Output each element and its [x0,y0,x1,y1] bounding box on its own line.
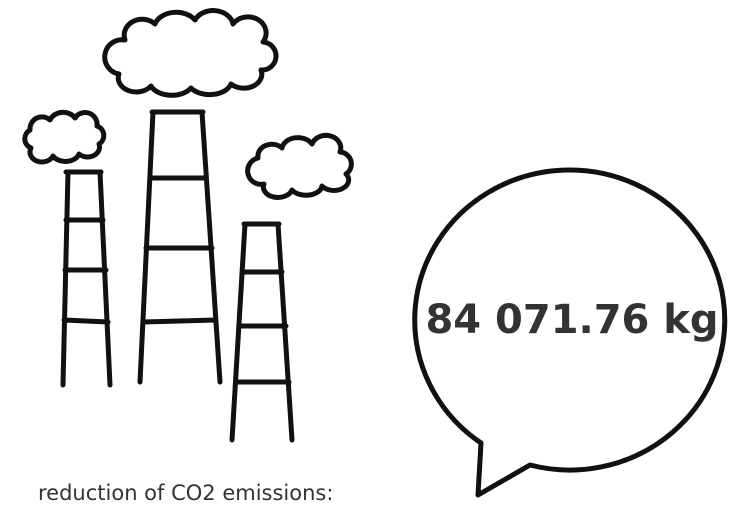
middle-chimney [140,112,220,382]
left-chimney [63,172,110,385]
caption: reduction of CO2 emissions: [38,481,333,505]
page: 84 071.76 kg reduction of CO2 emissions:… [0,0,743,511]
left-cloud [25,112,104,162]
right-cloud [248,135,352,197]
bubble-value: 84 071.76 kg [425,297,718,343]
top-cloud [105,11,276,96]
right-chimney [232,224,292,440]
illustration: 84 071.76 kg reduction of CO2 emissions: [0,0,743,511]
